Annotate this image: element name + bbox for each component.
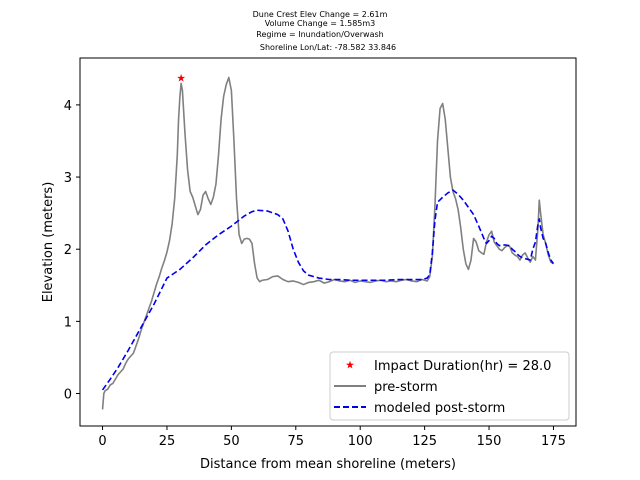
series-layer bbox=[101, 76, 555, 410]
y-axis-label: Elevation (meters) bbox=[41, 182, 56, 303]
y-axis: 0 1 2 3 4 bbox=[64, 99, 80, 403]
chart-title: Dune Crest Elev Change = 2.61m Volume Ch… bbox=[253, 10, 396, 52]
x-tick-label: 75 bbox=[288, 434, 305, 449]
legend-star-icon bbox=[346, 360, 354, 369]
legend-label-pre-storm: pre-storm bbox=[374, 380, 438, 395]
x-tick-label: 25 bbox=[159, 434, 176, 449]
x-tick-label: 100 bbox=[348, 434, 373, 449]
y-tick-label: 3 bbox=[64, 171, 72, 186]
y-tick-label: 4 bbox=[64, 99, 72, 114]
x-axis: 0 25 50 75 100 125 150 175 bbox=[98, 426, 566, 449]
impact-marker-star bbox=[177, 74, 186, 82]
x-axis-label: Distance from mean shoreline (meters) bbox=[200, 457, 456, 472]
title-line-1: Dune Crest Elev Change = 2.61m bbox=[253, 10, 388, 19]
post-storm-line bbox=[101, 189, 555, 391]
title-line-3: Regime = Inundation/Overwash bbox=[256, 30, 383, 39]
y-tick-label: 2 bbox=[64, 243, 72, 258]
marker-layer bbox=[177, 74, 186, 82]
legend-label-impact: Impact Duration(hr) = 28.0 bbox=[374, 359, 551, 374]
legend: Impact Duration(hr) = 28.0 pre-storm mod… bbox=[329, 351, 570, 421]
x-tick-label: 0 bbox=[98, 434, 106, 449]
y-tick-label: 1 bbox=[64, 315, 72, 330]
x-tick-label: 175 bbox=[541, 434, 566, 449]
title-line-2: Volume Change = 1.585m3 bbox=[265, 19, 376, 28]
legend-label-post-storm: modeled post-storm bbox=[374, 401, 505, 416]
x-tick-label: 125 bbox=[412, 434, 437, 449]
plot-area bbox=[79, 57, 577, 427]
x-tick-label: 50 bbox=[223, 434, 240, 449]
y-tick-label: 0 bbox=[64, 388, 72, 403]
title-line-4: Shoreline Lon/Lat: -78.582 33.846 bbox=[260, 43, 396, 52]
legend-box bbox=[329, 351, 570, 421]
x-tick-label: 150 bbox=[477, 434, 502, 449]
